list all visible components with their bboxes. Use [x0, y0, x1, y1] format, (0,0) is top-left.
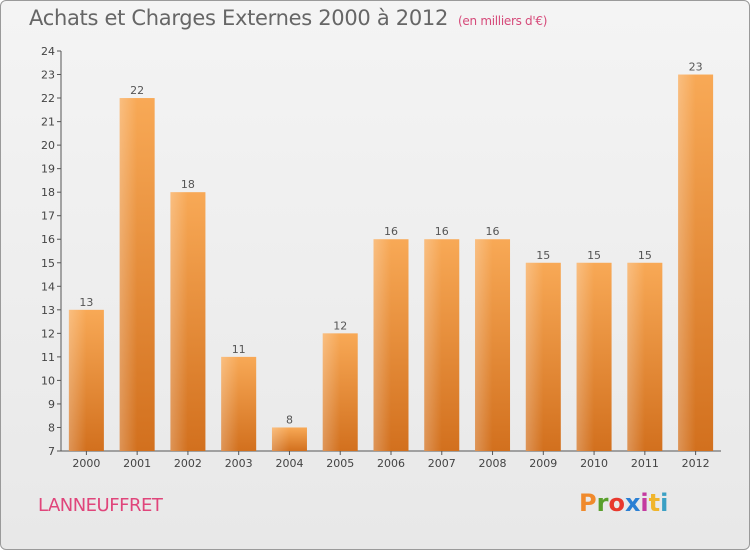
x-tick-label: 2010: [580, 457, 608, 470]
y-tick-label: 13: [41, 304, 55, 317]
data-label: 18: [181, 178, 195, 191]
bar-highlight: [576, 262, 595, 451]
brand-letter: i: [640, 489, 649, 517]
data-label: 15: [536, 249, 550, 262]
y-tick-label: 9: [48, 398, 55, 411]
brand-letter: P: [579, 489, 597, 517]
data-label: 23: [689, 61, 703, 74]
bar-highlight: [68, 309, 87, 451]
y-tick-label: 21: [41, 116, 55, 129]
y-tick-label: 20: [41, 139, 55, 152]
bar-highlight: [525, 262, 544, 451]
y-tick-label: 15: [41, 257, 55, 270]
y-tick-label: 7: [48, 445, 55, 458]
x-tick-label: 2009: [529, 457, 557, 470]
x-tick-label: 2000: [72, 457, 100, 470]
bar-highlight: [627, 262, 645, 451]
data-label: 13: [79, 296, 93, 309]
y-tick-label: 18: [41, 186, 55, 199]
chart-axes: 7 8 9 10 11 12 13 14 15 16 17 18 19 20 21 22 23 24: [41, 45, 721, 458]
y-tick-label: 16: [41, 233, 55, 246]
data-label: 15: [587, 249, 601, 262]
data-label: 16: [486, 225, 500, 238]
x-tick-label: 2005: [326, 457, 354, 470]
data-label: 22: [130, 84, 144, 97]
x-tick-label: 2006: [377, 457, 405, 470]
brand-letter: x: [624, 489, 641, 517]
chart-title-text: Achats et Charges Externes 2000 à 2012: [29, 6, 449, 30]
bar-highlight: [119, 98, 138, 451]
y-tick-label: 23: [41, 69, 55, 82]
y-tick-label: 19: [41, 163, 55, 176]
y-tick-label: 14: [41, 280, 55, 293]
bar-highlight: [678, 74, 696, 451]
x-tick-label: 2011: [631, 457, 659, 470]
data-label: 15: [638, 249, 652, 262]
x-tick-label: 2001: [123, 457, 151, 470]
bar-highlight: [322, 333, 341, 451]
bar-highlight: [475, 239, 493, 451]
x-tick-label: 2012: [682, 457, 710, 470]
x-tick-label: 2002: [174, 457, 202, 470]
chart-subtitle: (en milliers d'€): [458, 14, 548, 28]
x-tick-label: 2004: [275, 457, 303, 470]
x-tick-label: 2008: [479, 457, 507, 470]
bar-highlight: [221, 356, 239, 451]
brand-letter: t: [648, 489, 661, 517]
data-label: 16: [384, 225, 398, 238]
y-tick-label: 24: [41, 45, 55, 58]
bar-highlight: [373, 239, 391, 451]
chart-labels: 2000 13 2001 22 2002 18 2003 11 2004 8 2005 12 2006 1…: [72, 61, 709, 470]
y-tick-label: 11: [41, 351, 55, 364]
data-label: 12: [333, 319, 347, 332]
y-tick-label: 8: [48, 421, 55, 434]
y-tick-label: 17: [41, 210, 55, 223]
brand-letter: o: [608, 489, 625, 517]
bar-highlight: [271, 427, 290, 451]
brand-letter: i: [660, 489, 669, 517]
data-label: 11: [232, 343, 246, 356]
y-tick-label: 10: [41, 374, 55, 387]
brand-letter: r: [596, 489, 609, 517]
brand-logo: Proxiti: [579, 489, 668, 517]
data-label: 8: [286, 413, 293, 426]
y-tick-label: 12: [41, 327, 55, 340]
x-tick-label: 2003: [225, 457, 253, 470]
bar-highlight: [170, 192, 188, 452]
bar-highlight: [424, 239, 442, 451]
data-label: 16: [435, 225, 449, 238]
commune-name: LANNEUFFRET: [38, 495, 163, 516]
chart-title: Achats et Charges Externes 2000 à 2012 (e…: [29, 6, 547, 30]
y-tick-label: 22: [41, 92, 55, 105]
chart-bars: [68, 74, 714, 452]
x-tick-label: 2007: [428, 457, 456, 470]
